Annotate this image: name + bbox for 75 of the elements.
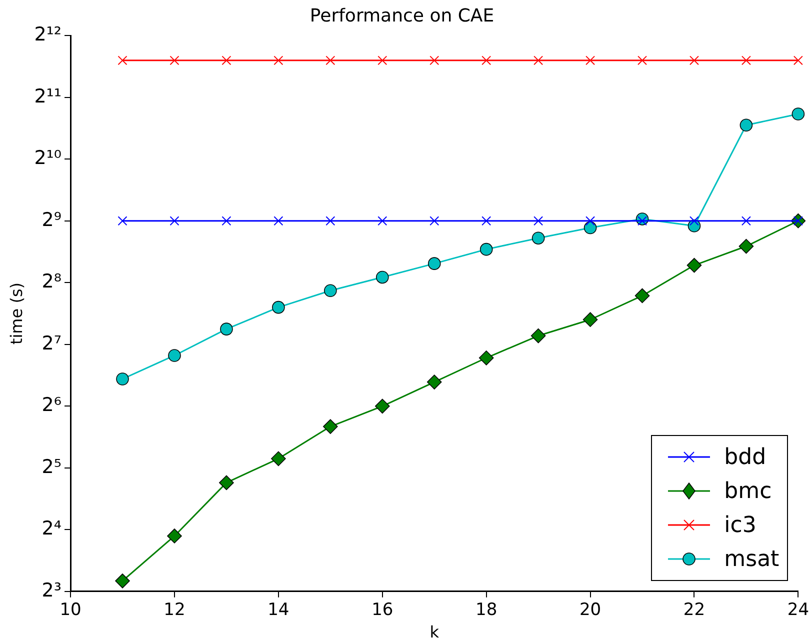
point (118, 56, 128, 66)
point (323, 419, 338, 434)
point (271, 451, 286, 466)
point (634, 288, 650, 304)
legend-label: bmc (724, 478, 772, 504)
point (638, 56, 647, 66)
y-tick-label: 2⁶ (42, 394, 62, 416)
point (686, 258, 702, 273)
point (378, 216, 388, 226)
point (116, 372, 129, 386)
point (793, 56, 803, 66)
point (482, 56, 492, 66)
point (324, 284, 337, 298)
x-tick-label: 12 (164, 600, 186, 620)
legend-label: ic3 (724, 512, 756, 538)
point (741, 56, 751, 66)
point (115, 574, 130, 588)
point (689, 56, 699, 66)
legend-label: msat (724, 546, 780, 572)
point (530, 328, 546, 344)
y-tick-label: 2⁵ (42, 456, 62, 478)
x-tick-label: 16 (372, 600, 394, 620)
point (222, 216, 232, 226)
point (741, 216, 751, 226)
point (586, 56, 596, 66)
x-tick-label: 10 (60, 600, 82, 620)
point (222, 56, 232, 66)
point (582, 312, 598, 328)
point (374, 398, 390, 414)
point (792, 108, 805, 120)
point (376, 270, 389, 284)
point (274, 216, 284, 226)
point (586, 216, 596, 226)
point (740, 118, 753, 132)
point (430, 56, 440, 66)
y-axis-title: time (s) (6, 282, 26, 345)
y-tick-label: 2¹¹ (34, 85, 62, 108)
point (430, 216, 440, 226)
x-tick-label: 20 (579, 600, 602, 620)
point (584, 221, 597, 234)
chart-title: Performance on CAE (310, 5, 494, 26)
point (478, 350, 494, 366)
y-tick-label: 2⁸ (42, 270, 62, 293)
point (272, 300, 285, 314)
point (274, 56, 284, 66)
point (326, 216, 336, 226)
x-tick-label: 14 (268, 600, 290, 620)
point (170, 56, 180, 66)
point (170, 216, 180, 226)
y-tick-label: 2¹⁰ (34, 147, 62, 170)
y-tick-label: 2⁹ (42, 208, 62, 231)
x-tick-label: 24 (787, 600, 810, 620)
point (428, 257, 441, 270)
y-tick-label: 2⁴ (42, 518, 62, 540)
y-tick-label: 2¹² (34, 24, 62, 46)
point (480, 242, 493, 256)
point (326, 56, 336, 66)
point (532, 232, 545, 244)
legend-label: bdd (724, 444, 766, 470)
point (168, 349, 181, 362)
y-tick-label: 2³ (42, 579, 62, 602)
point (118, 216, 128, 226)
point (534, 56, 544, 66)
point (219, 475, 234, 490)
point (167, 528, 182, 544)
x-tick-label: 22 (683, 600, 706, 620)
point (378, 56, 388, 66)
x-tick-label: 18 (476, 600, 498, 620)
x-axis-title: k (430, 622, 440, 642)
point (220, 322, 233, 336)
point (738, 238, 754, 254)
point (426, 374, 442, 390)
point (482, 216, 492, 226)
y-tick-label: 2⁷ (42, 332, 62, 354)
point (534, 216, 544, 226)
